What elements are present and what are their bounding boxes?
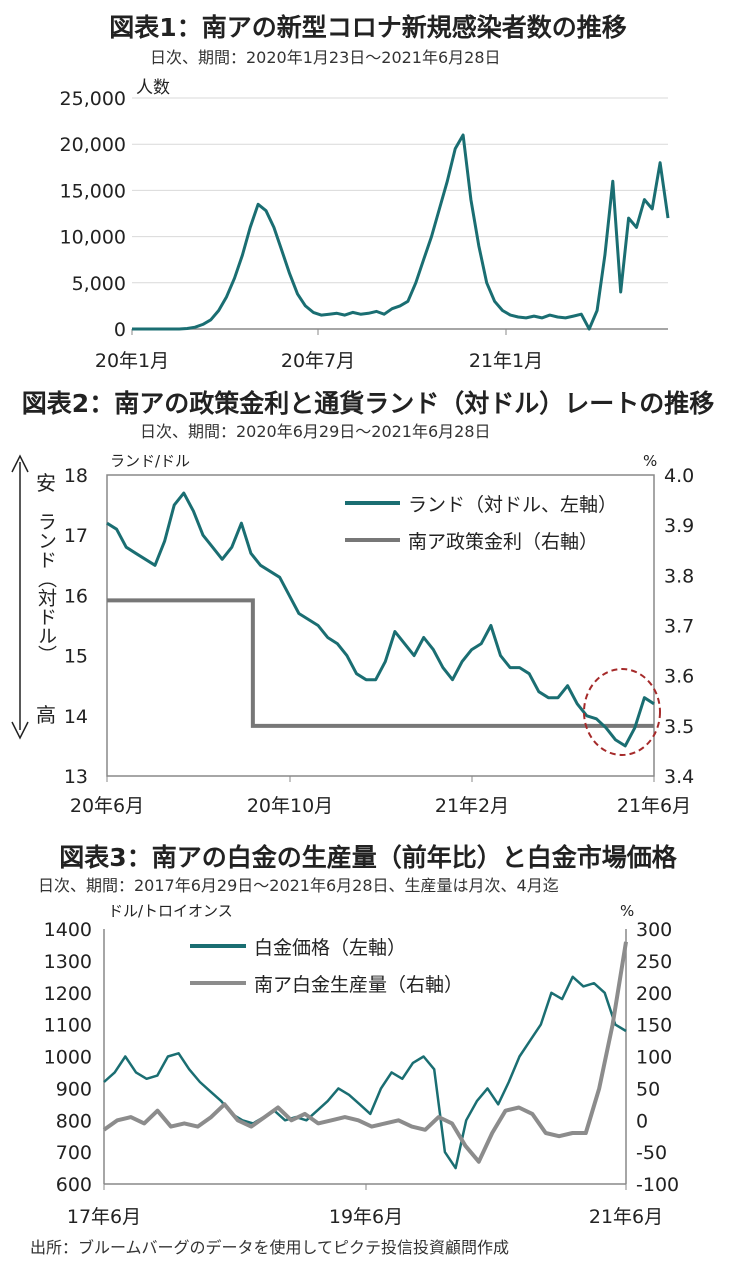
y-right-tick-label: 3.8 xyxy=(664,565,694,587)
y-axis-label: 人数 xyxy=(136,78,170,98)
y-tick-label: 10,000 xyxy=(60,227,126,249)
y-right-tick-label: 300 xyxy=(636,919,672,941)
x-tick-label: 21年6月 xyxy=(589,1206,663,1228)
arrow-label-middle: ランド（対ドル） xyxy=(35,512,57,664)
y-left-tick-label: 600 xyxy=(56,1174,92,1196)
y-left-tick-label: 14 xyxy=(64,706,88,728)
y-right-tick-label: -100 xyxy=(636,1174,679,1196)
arrow-label-bottom: 高 xyxy=(36,703,56,727)
y-left-tick-label: 15 xyxy=(64,646,88,668)
chart2-title: 図表2：南アの政策金利と通貨ランド（対ドル）レートの推移 xyxy=(21,389,715,418)
y-right-tick-label: -50 xyxy=(636,1142,667,1164)
chart3-svg: 1400130012001100100090080070060030025020… xyxy=(44,902,679,1228)
x-tick-label: 19年6月 xyxy=(329,1206,403,1228)
x-tick-label: 21年6月 xyxy=(617,795,691,817)
y-tick-label: 25,000 xyxy=(60,88,126,110)
plot-frame xyxy=(106,474,655,777)
y-right-tick-label: 3.6 xyxy=(664,666,694,688)
y-tick-label: 20,000 xyxy=(60,134,126,156)
series-line-platinum-price xyxy=(103,975,627,1170)
legend-label-production: 南ア白金生産量（右軸） xyxy=(254,974,463,996)
highlight-ellipse xyxy=(583,668,661,756)
y-right-tick-label: 200 xyxy=(636,983,672,1005)
x-tick-label: 20年1月 xyxy=(95,350,169,372)
y-left-tick-label: 18 xyxy=(64,465,88,487)
series-line-policy-rate xyxy=(107,598,654,728)
y-left-axis-label: ドル/トロイオンス xyxy=(108,902,233,920)
y-tick-label: 15,000 xyxy=(60,180,126,202)
y-left-tick-label: 1200 xyxy=(44,983,92,1005)
legend-label-platinum-price: 白金価格（左軸） xyxy=(254,937,406,959)
series-line-production xyxy=(102,941,628,1164)
y-left-tick-label: 700 xyxy=(56,1142,92,1164)
x-tick-label: 21年2月 xyxy=(435,795,509,817)
chart3-title: 図表3：南アの白金の生産量（前年比）と白金市場価格 xyxy=(59,843,677,872)
y-right-tick-label: 100 xyxy=(636,1047,672,1069)
y-right-tick-label: 3.9 xyxy=(664,515,694,537)
source-note: 出所：ブルームバーグのデータを使用してピクテ投信投資顧問作成 xyxy=(30,1238,510,1257)
y-right-tick-label: 250 xyxy=(636,951,672,973)
y-left-tick-label: 1000 xyxy=(44,1047,92,1069)
x-tick-label: 20年6月 xyxy=(70,795,144,817)
y-left-tick-label: 800 xyxy=(56,1110,92,1132)
y-right-tick-label: 3.7 xyxy=(664,616,694,638)
y-left-tick-label: 1400 xyxy=(44,919,92,941)
y-left-axis-label: ランド/ドル xyxy=(110,452,190,470)
legend-label-rand: ランド（対ドル、左軸） xyxy=(408,494,617,516)
y-right-tick-label: 3.5 xyxy=(664,716,694,738)
arrow-head-up xyxy=(11,454,29,473)
y-left-tick-label: 1100 xyxy=(44,1015,92,1037)
y-tick-label: 0 xyxy=(114,319,126,341)
y-right-tick-label: 0 xyxy=(636,1110,648,1132)
y-left-tick-label: 16 xyxy=(64,585,88,607)
y-left-tick-label: 13 xyxy=(64,766,88,788)
chart1-title: 図表1：南アの新型コロナ新規感染者数の推移 xyxy=(109,13,627,42)
chart2-subtitle: 日次、期間：2020年6月29日～2021年6月28日 xyxy=(140,422,491,441)
x-tick-label: 21年1月 xyxy=(469,350,543,372)
chart2-svg: 18 17 16 15 14 13 4.0 3.9 3.8 3.7 3.6 3.5 3.4 ランド/ドル%… xyxy=(11,452,694,817)
x-tick-label: 20年10月 xyxy=(247,795,333,817)
chart3-subtitle: 日次、期間：2017年6月29日～2021年6月28日、生産量は月次、4月迄 xyxy=(38,876,559,895)
y-left-tick-label: 17 xyxy=(64,525,88,547)
chart1-subtitle: 日次、期間：2020年1月23日～2021年6月28日 xyxy=(150,48,501,67)
arrow-label-top: 安 xyxy=(36,471,56,495)
x-tick-label: 20年7月 xyxy=(281,350,355,372)
y-left-tick-label: 900 xyxy=(56,1078,92,1100)
y-right-tick-label: 50 xyxy=(636,1078,660,1100)
y-right-tick-label: 3.4 xyxy=(664,766,694,788)
y-right-tick-label: 4.0 xyxy=(664,465,694,487)
chart1-svg: 25,000 20,000 15,000 10,000 5,000 0 人数 20年1月 20年… xyxy=(60,78,670,372)
series-line-rand xyxy=(106,491,655,748)
y-right-axis-label: % xyxy=(643,452,657,470)
legend-label-policy-rate: 南ア政策金利（右軸） xyxy=(408,531,598,553)
series-line-cases xyxy=(132,133,670,331)
y-left-tick-label: 1300 xyxy=(44,951,92,973)
y-tick-label: 5,000 xyxy=(72,273,126,295)
arrow-head-down xyxy=(11,721,29,740)
y-right-tick-label: 150 xyxy=(636,1015,672,1037)
y-right-axis-label: % xyxy=(620,902,634,920)
x-tick-label: 17年6月 xyxy=(67,1206,141,1228)
